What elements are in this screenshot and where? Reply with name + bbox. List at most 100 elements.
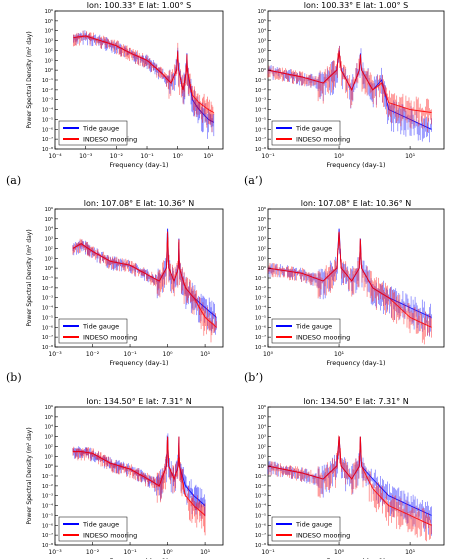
y-tick-label: 10⁻⁵ [42,315,53,321]
x-tick-label: 10⁰ [173,153,184,160]
y-tick-label: 10¹ [258,454,266,460]
x-tick-label: 10⁻² [86,351,100,358]
y-tick-label: 10⁶ [45,9,53,15]
y-tick-label: 10⁻³ [255,296,266,302]
x-tick-label: 10⁻¹ [123,351,137,358]
x-tick-label: 10⁻³ [48,549,62,556]
y-tick-label: 10⁰ [258,266,266,272]
y-tick-label: 10⁻⁸ [42,147,53,153]
y-tick-label: 10¹ [258,58,266,64]
y-tick-label: 10⁻⁶ [42,523,53,529]
y-tick-label: 10⁻⁶ [255,523,266,529]
y-tick-label: 10⁵ [258,217,266,223]
y-tick-label: 10⁻⁸ [42,543,53,549]
legend-label: Tide gauge [82,521,119,529]
series-noise-indeso-mooring [267,45,432,132]
x-tick-label: 10⁻⁴ [48,153,62,160]
y-tick-label: 10³ [258,237,266,243]
x-tick-label: 10¹ [200,549,211,556]
x-tick-label: 10⁰ [163,549,174,556]
x-tick-label: 10⁻¹ [261,549,275,556]
x-tick-label: 10⁻³ [48,351,62,358]
y-tick-label: 10⁻⁴ [42,108,53,114]
y-tick-label: 10⁴ [45,29,53,35]
legend-label: INDESO mooring [83,532,137,540]
y-tick-label: 10⁻⁸ [42,345,53,351]
series-noise-indeso-mooring [72,237,217,343]
legend-label: INDESO mooring [83,136,137,144]
y-tick-label: 10⁻⁴ [255,306,266,312]
y-tick-label: 10⁻⁷ [42,137,53,143]
x-tick-label: 10¹ [405,549,416,556]
y-tick-label: 10⁴ [258,425,266,431]
chart-title: lon: 134.50° E lat: 7.31° N [86,397,191,406]
y-tick-label: 10² [45,246,53,252]
legend-label: Tide gauge [82,125,119,133]
y-tick-label: 10⁻⁵ [42,513,53,519]
x-tick-label: 10¹ [334,351,345,358]
y-tick-label: 10⁶ [258,207,266,213]
y-tick-label: 10⁻⁵ [255,513,266,519]
y-tick-label: 10² [45,48,53,54]
y-tick-label: 10¹ [45,256,53,262]
y-tick-label: 10⁵ [45,19,53,25]
y-tick-label: 10⁻³ [42,494,53,500]
y-tick-label: 10⁻¹ [255,78,266,84]
y-tick-label: 10⁴ [258,29,266,35]
y-tick-label: 10³ [258,435,266,441]
y-tick-label: 10⁻⁷ [255,335,266,341]
chart-panel-0: lon: 100.33° E lat: 1.00° S 10⁻⁴ 10⁻³ 10⁻² 1… [26,1,224,169]
legend-box [58,318,128,344]
y-tick-label: 10⁻⁵ [255,117,266,123]
y-tick-label: 10⁻⁸ [255,345,266,351]
x-tick-label: 10⁻³ [79,153,93,160]
y-tick-label: 10⁻⁴ [255,108,266,114]
x-axis-label: Frequency (day-1) [326,161,385,169]
x-tick-label: 10⁻¹ [261,153,275,160]
y-tick-label: 10⁶ [45,207,53,213]
chart-panel-4: lon: 134.50° E lat: 7.31° N 10⁻³ 10⁻² 10⁻¹ 1… [26,397,224,559]
y-axis-label: Power Spectral Density (m² day) [26,31,33,128]
legend-box [271,516,341,542]
x-tick-label: 10¹ [405,153,416,160]
y-tick-label: 10³ [45,435,53,441]
x-tick-label: 10⁻² [86,549,100,556]
legend-label: INDESO mooring [296,136,350,144]
legend-label: Tide gauge [295,323,332,331]
x-tick-label: 10⁰ [334,549,345,556]
y-axis-label: Power Spectral Density (m² day) [26,427,33,524]
y-tick-label: 10⁻⁴ [42,306,53,312]
legend-box [58,516,128,542]
x-axis-label: Frequency (day-1) [326,359,385,367]
legend-label: Tide gauge [295,125,332,133]
y-tick-label: 10⁻⁶ [42,127,53,133]
legend-label: INDESO mooring [296,532,350,540]
y-tick-label: 10⁻⁴ [255,504,266,510]
y-tick-label: 10⁻¹ [42,474,53,480]
y-tick-label: 10⁰ [45,464,53,470]
y-tick-label: 10⁻⁷ [42,533,53,539]
y-tick-label: 10⁻² [255,286,266,292]
y-tick-label: 10⁶ [258,9,266,15]
x-tick-label: 10⁰ [263,351,274,358]
panel-label-a-prime: (a’) [244,174,263,187]
y-tick-label: 10² [45,444,53,450]
y-tick-label: 10¹ [258,256,266,262]
y-tick-label: 10⁻⁶ [255,127,266,133]
y-tick-label: 10³ [45,237,53,243]
y-tick-label: 10² [258,246,266,252]
x-axis-label: Frequency (day-1) [109,161,168,169]
series-noise-indeso-mooring [73,30,215,133]
y-tick-label: 10⁻⁶ [42,325,53,331]
series-noise-indeso-mooring [267,232,432,345]
y-tick-label: 10⁻³ [42,296,53,302]
chart-panel-5: lon: 134.50° E lat: 7.31° N 10⁻¹ 10⁰ 10¹ 10⁻… [255,397,445,559]
y-tick-label: 10⁻² [255,484,266,490]
y-tick-label: 10⁻² [255,88,266,94]
y-tick-label: 10⁻¹ [255,276,266,282]
x-tick-label: 10⁻¹ [140,153,154,160]
x-axis-label: Frequency (day-1) [109,557,168,559]
y-tick-label: 10⁻¹ [42,276,53,282]
chart-title: lon: 107.08° E lat: 10.36° N [301,199,412,208]
